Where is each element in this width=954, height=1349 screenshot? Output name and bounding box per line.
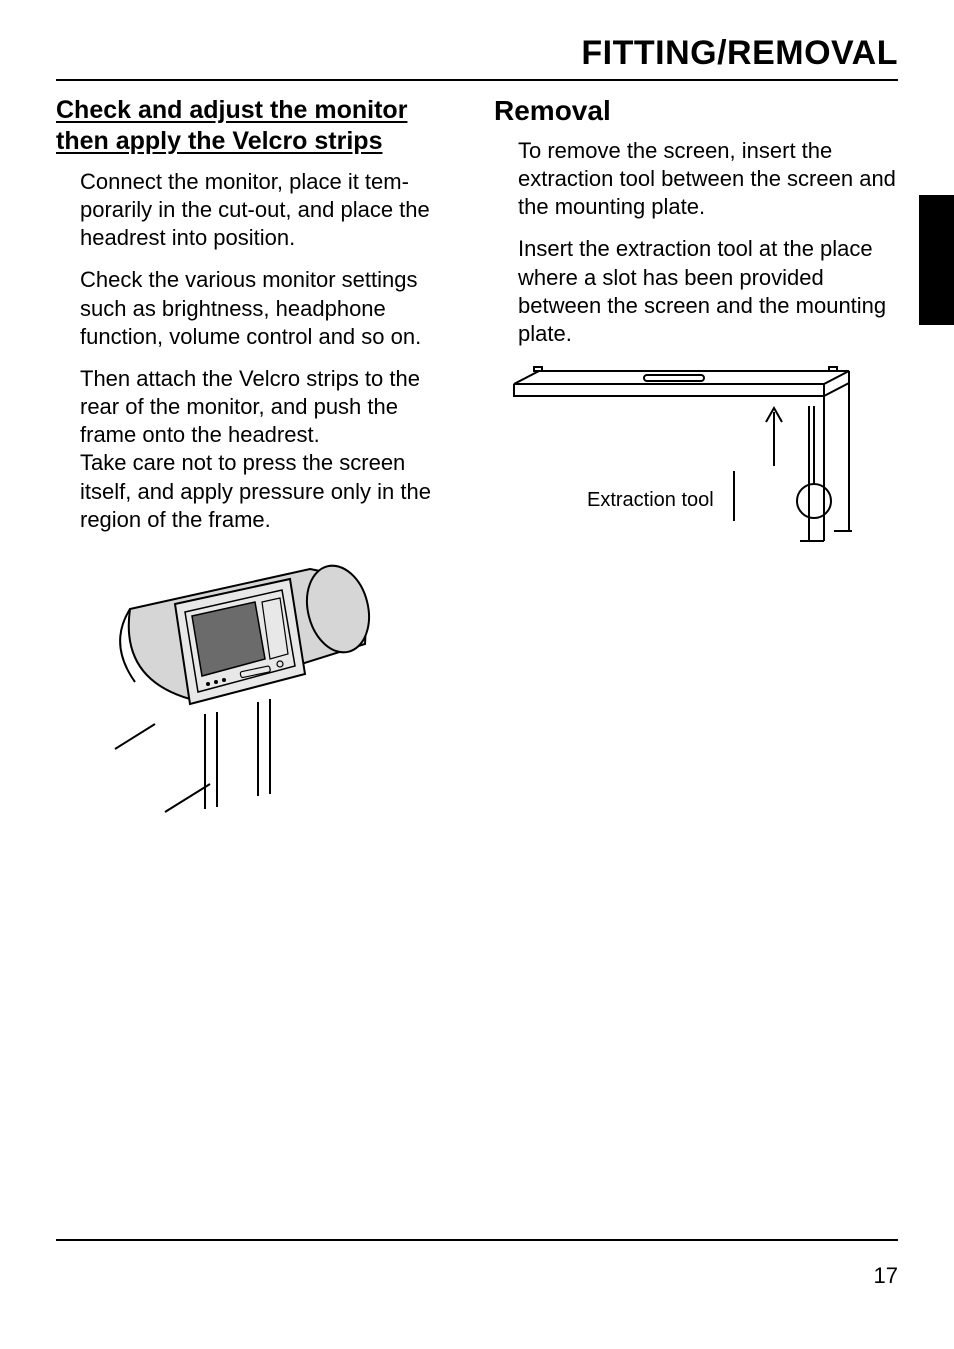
page-title: FITTING/REMOVAL — [56, 34, 898, 73]
left-column: Check and adjust the monitor then apply … — [56, 95, 460, 849]
right-column: Removal To remove the screen, insert the… — [494, 95, 898, 849]
side-tab — [919, 195, 954, 325]
headrest-figure — [56, 564, 460, 849]
top-rule — [56, 79, 898, 81]
right-heading: Removal — [494, 95, 898, 127]
headrest-monitor-icon — [80, 564, 385, 844]
content-columns: Check and adjust the monitor then apply … — [56, 95, 898, 849]
extraction-tool-label: Extraction tool — [587, 489, 714, 511]
left-paragraph-1: Connect the monitor, place it tem­porari… — [56, 168, 460, 252]
bottom-rule — [56, 1239, 898, 1241]
right-paragraph-2: Insert the extraction tool at the place … — [494, 235, 898, 348]
extraction-figure: Extraction tool — [494, 366, 898, 571]
left-heading: Check and adjust the monitor then apply … — [56, 95, 460, 156]
right-paragraph-1: To remove the screen, insert the extract… — [494, 137, 898, 221]
document-page: FITTING/REMOVAL Check and adjust the mon… — [0, 0, 954, 1349]
left-paragraph-3a: Then attach the Velcro strips to the rea… — [56, 365, 460, 449]
extraction-tool-icon: Extraction tool — [494, 366, 894, 566]
page-number: 17 — [874, 1263, 898, 1289]
left-paragraph-2: Check the various monitor settings such … — [56, 266, 460, 350]
left-paragraph-3b: Take care not to press the screen itself… — [56, 449, 460, 533]
